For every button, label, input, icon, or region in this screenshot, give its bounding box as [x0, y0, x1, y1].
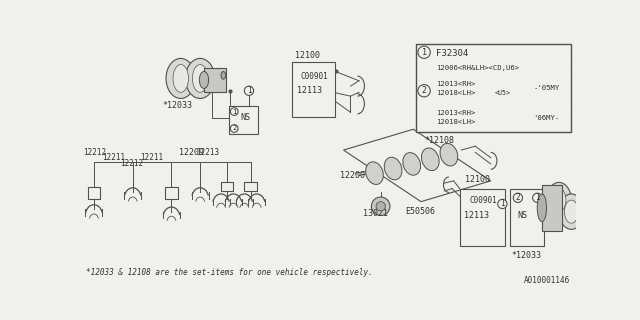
Ellipse shape [403, 153, 420, 175]
Ellipse shape [365, 162, 383, 184]
Text: 12013<RH>: 12013<RH> [436, 81, 475, 87]
Bar [415, 44, 571, 132]
Text: NS: NS [241, 113, 250, 122]
Text: 12018<LH>: 12018<LH> [436, 90, 475, 96]
Text: 2: 2 [232, 125, 236, 132]
Text: 12100: 12100 [294, 51, 319, 60]
Text: 12212: 12212 [83, 148, 106, 157]
Bar [510, 188, 544, 245]
Text: *12033: *12033 [511, 251, 541, 260]
Ellipse shape [552, 188, 566, 212]
Bar [292, 61, 335, 117]
Bar [88, 187, 100, 199]
Ellipse shape [384, 157, 402, 180]
Ellipse shape [421, 148, 439, 171]
Bar [542, 185, 562, 231]
Text: C00901: C00901 [301, 72, 328, 81]
Ellipse shape [186, 59, 215, 99]
Text: 1: 1 [422, 48, 427, 57]
Ellipse shape [173, 65, 189, 92]
Circle shape [230, 108, 238, 116]
Text: A010001146: A010001146 [524, 276, 570, 285]
Text: 1: 1 [246, 86, 252, 95]
Ellipse shape [537, 194, 547, 222]
Circle shape [244, 86, 253, 95]
Text: NS: NS [518, 211, 528, 220]
Text: 2: 2 [516, 193, 520, 202]
Bar [244, 182, 257, 191]
Text: 12100: 12100 [465, 175, 490, 184]
Text: 2: 2 [422, 86, 427, 95]
Text: F32304: F32304 [436, 49, 468, 58]
Text: '06MY-: '06MY- [533, 115, 559, 121]
Text: 1: 1 [500, 199, 505, 208]
Text: 12013<RH>: 12013<RH> [436, 110, 475, 116]
Text: C00901: C00901 [469, 196, 497, 204]
Text: 12212: 12212 [120, 159, 143, 168]
Bar [204, 68, 226, 92]
Ellipse shape [166, 59, 195, 99]
Circle shape [230, 124, 238, 132]
Text: 12018<LH>: 12018<LH> [436, 119, 475, 125]
Circle shape [513, 193, 522, 203]
Text: 12213: 12213 [196, 148, 220, 157]
Ellipse shape [559, 194, 584, 229]
Ellipse shape [221, 71, 226, 79]
Ellipse shape [564, 200, 579, 223]
Text: 12211: 12211 [140, 153, 164, 162]
Bar [165, 187, 178, 199]
Bar [229, 106, 259, 134]
Text: 12113: 12113 [297, 86, 322, 95]
Text: 12006<RH&LH><CD,U6>: 12006<RH&LH><CD,U6> [436, 65, 519, 71]
Ellipse shape [547, 182, 572, 218]
Circle shape [418, 46, 430, 59]
Bar [221, 182, 234, 191]
Ellipse shape [371, 197, 390, 215]
Text: *12033: *12033 [162, 101, 192, 110]
Text: *12108: *12108 [424, 136, 454, 145]
Ellipse shape [199, 71, 209, 88]
Text: *12033 & 12108 are the set-items for one vehicle respectively.: *12033 & 12108 are the set-items for one… [86, 268, 373, 277]
Circle shape [498, 199, 507, 209]
Ellipse shape [440, 143, 458, 166]
Circle shape [532, 193, 542, 203]
Bar [460, 188, 505, 245]
Text: <U5>: <U5> [495, 90, 511, 96]
Text: 12209: 12209 [179, 148, 204, 157]
Circle shape [418, 84, 430, 97]
Text: 13021: 13021 [363, 210, 388, 219]
Ellipse shape [193, 65, 208, 92]
Text: 12200: 12200 [340, 171, 365, 180]
Text: E50506: E50506 [406, 207, 435, 216]
Text: 1: 1 [535, 193, 540, 202]
Ellipse shape [376, 202, 385, 211]
Text: 12113: 12113 [465, 211, 490, 220]
Text: 12211: 12211 [102, 153, 125, 162]
Text: 1: 1 [232, 108, 236, 115]
Text: -'05MY: -'05MY [533, 85, 559, 92]
